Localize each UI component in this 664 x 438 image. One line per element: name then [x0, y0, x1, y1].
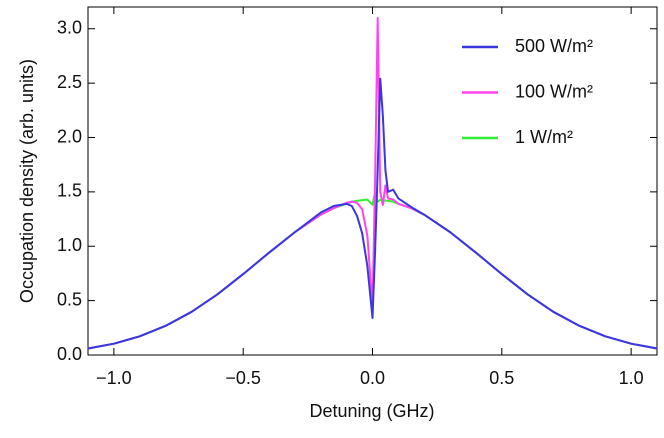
legend-label: 500 W/m²: [515, 36, 593, 56]
legend-label: 100 W/m²: [515, 81, 593, 101]
x-tick-label: −1.0: [96, 368, 132, 388]
y-tick-label: 1.5: [57, 181, 82, 201]
x-tick-label: 0.0: [360, 368, 385, 388]
legend-label: 1 W/m²: [515, 127, 573, 147]
x-axis-label: Detuning (GHz): [309, 401, 434, 421]
data-line: [87, 77, 658, 350]
x-tick-label: 1.0: [619, 368, 644, 388]
y-tick-label: 0.0: [57, 344, 82, 364]
y-tick-label: 3.0: [57, 18, 82, 38]
y-tick-label: 0.5: [57, 289, 82, 309]
x-tick-label: 0.5: [489, 368, 514, 388]
y-axis-label: Occupation density (arb. units): [17, 59, 37, 303]
y-tick-label: 2.5: [57, 72, 82, 92]
y-tick-label: 1.0: [57, 235, 82, 255]
y-tick-label: 2.0: [57, 126, 82, 146]
x-tick-label: −0.5: [225, 368, 261, 388]
